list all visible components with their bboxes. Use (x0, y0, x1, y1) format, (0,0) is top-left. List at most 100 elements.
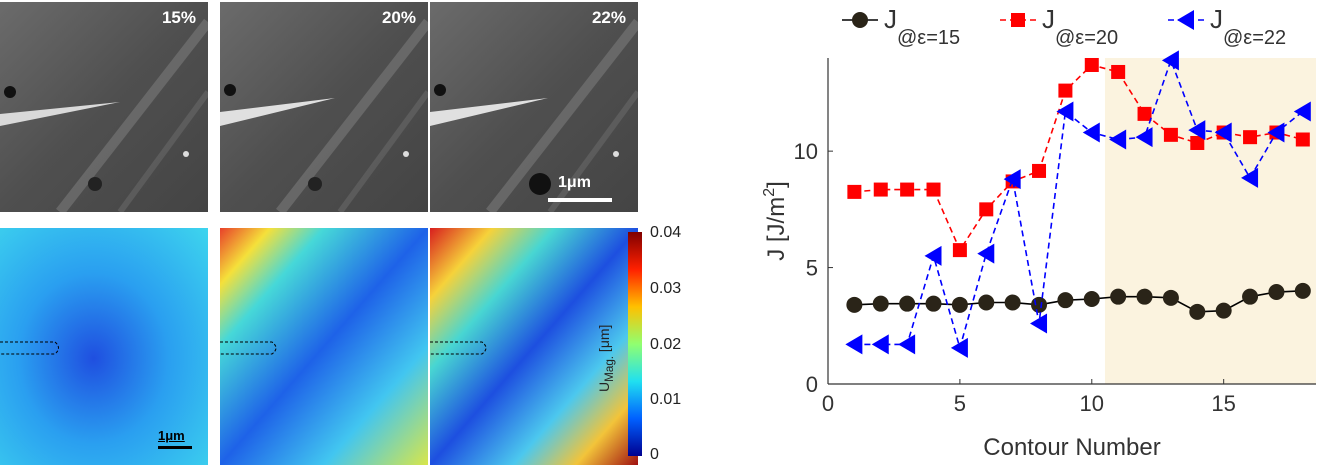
sem-image-15: 15% (0, 2, 208, 212)
data-point (845, 334, 863, 355)
data-point (1032, 163, 1047, 178)
data-point (1083, 291, 1100, 308)
data-point (1056, 101, 1074, 122)
j-integral-chart: 0 5 10 15 0 5 10 J@ε=15 J@ε=20 J@ε=22 Contour Nu… (761, 4, 1316, 461)
data-point (1057, 292, 1074, 309)
data-point (1162, 289, 1179, 306)
data-point (950, 337, 968, 358)
chart-legend: J@ε=15 J@ε=20 J@ε=22 (842, 4, 1286, 49)
data-point (925, 295, 942, 312)
x-tick-label: 5 (954, 391, 966, 416)
data-point (899, 295, 916, 312)
data-point (1004, 294, 1021, 311)
data-point (1188, 120, 1206, 141)
data-point (898, 334, 916, 355)
colorbar-tick: 0.01 (650, 391, 682, 408)
data-point (871, 334, 889, 355)
y-axis-label-main: J [J/m (763, 197, 790, 261)
data-point (1003, 169, 1021, 190)
data-point (1267, 122, 1285, 143)
colorbar-tick: 0.03 (650, 280, 682, 297)
data-point (1242, 288, 1259, 305)
x-tick-label: 0 (822, 391, 834, 416)
displacement-map-15: 1μm (0, 228, 208, 465)
data-point (1214, 122, 1232, 143)
strain-label: 22% (591, 8, 626, 27)
data-point (979, 202, 994, 217)
colorbar-tick: 0 (650, 446, 659, 463)
chart-series (845, 50, 1311, 358)
data-point (926, 182, 941, 197)
scale-bar (158, 446, 192, 449)
x-tick-label: 15 (1211, 391, 1235, 416)
y-tick-label: 5 (806, 256, 818, 281)
data-point (977, 243, 995, 264)
sem-texture (430, 2, 638, 212)
data-point (873, 182, 888, 197)
data-point (1161, 50, 1179, 71)
legend-entry: J@ε=15 (884, 4, 960, 49)
data-point (1110, 288, 1127, 305)
data-point (951, 296, 968, 313)
scale-bar (548, 198, 612, 202)
x-tick-label: 10 (1080, 391, 1104, 416)
data-point (1031, 296, 1048, 313)
displacement-map-22 (430, 228, 638, 465)
strain-label: 15% (161, 8, 196, 27)
data-point (847, 184, 862, 199)
strain-label: 20% (381, 8, 416, 27)
data-point (1084, 57, 1099, 72)
data-point (1163, 127, 1178, 142)
x-axis-label: Contour Number (983, 434, 1160, 461)
sem-texture (0, 2, 208, 212)
colorbar-label-main: U (596, 381, 612, 392)
series-line (854, 57, 1304, 351)
chart-axes: 0 5 10 15 0 5 10 (794, 58, 1316, 416)
data-point (1215, 302, 1232, 319)
colorbar-tick: 0.04 (650, 224, 682, 241)
sem-texture (220, 2, 428, 212)
data-point (1136, 288, 1153, 305)
colorbar-label-sub: Mag. (602, 355, 616, 382)
data-point (1135, 127, 1153, 148)
legend-marker (852, 12, 868, 28)
map-field (430, 228, 638, 465)
data-point (978, 294, 995, 311)
data-point (1189, 303, 1206, 320)
y-tick-label: 0 (806, 372, 818, 397)
data-point (1109, 129, 1127, 150)
displacement-map-20 (220, 228, 428, 465)
data-point (1241, 167, 1259, 188)
map-field (0, 228, 208, 465)
data-point (1295, 132, 1310, 147)
map-field (220, 228, 428, 465)
scale-bar-label: 1μm (558, 174, 591, 191)
legend-entry: J@ε=22 (1210, 4, 1286, 49)
y-axis-label-end: ] (763, 181, 790, 188)
data-point (846, 296, 863, 313)
data-point (1058, 83, 1073, 98)
data-point (1030, 313, 1048, 334)
shaded-region (1104, 58, 1316, 384)
data-point (1082, 122, 1100, 143)
data-point (900, 182, 915, 197)
data-point (1190, 135, 1205, 150)
data-point (1294, 282, 1311, 299)
colorbar-label: UMag. [μm] (596, 325, 616, 392)
y-axis-label: J [J/m2] (761, 181, 790, 261)
y-tick-label: 10 (794, 139, 818, 164)
data-point (924, 245, 942, 266)
sem-image-20: 20% (220, 2, 428, 212)
legend-marker (1177, 10, 1194, 30)
sem-image-22: 22% 1μm (430, 2, 638, 212)
data-point (1293, 101, 1311, 122)
y-axis-label-sup: 2 (761, 188, 778, 197)
data-point (952, 243, 967, 258)
legend-marker (1011, 13, 1025, 27)
colorbar (628, 232, 642, 456)
scale-bar-label: 1μm (158, 428, 185, 443)
data-point (1111, 64, 1126, 79)
data-point (1137, 106, 1152, 121)
data-point (872, 295, 889, 312)
data-point (1268, 284, 1285, 301)
